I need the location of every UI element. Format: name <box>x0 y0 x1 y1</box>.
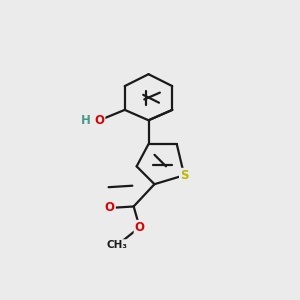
Text: S: S <box>180 169 188 182</box>
Text: H: H <box>81 114 91 127</box>
Text: O: O <box>94 114 104 127</box>
Text: CH₃: CH₃ <box>107 240 128 250</box>
Text: O: O <box>105 202 115 214</box>
Text: O: O <box>135 221 145 234</box>
Text: H: H <box>82 114 92 127</box>
